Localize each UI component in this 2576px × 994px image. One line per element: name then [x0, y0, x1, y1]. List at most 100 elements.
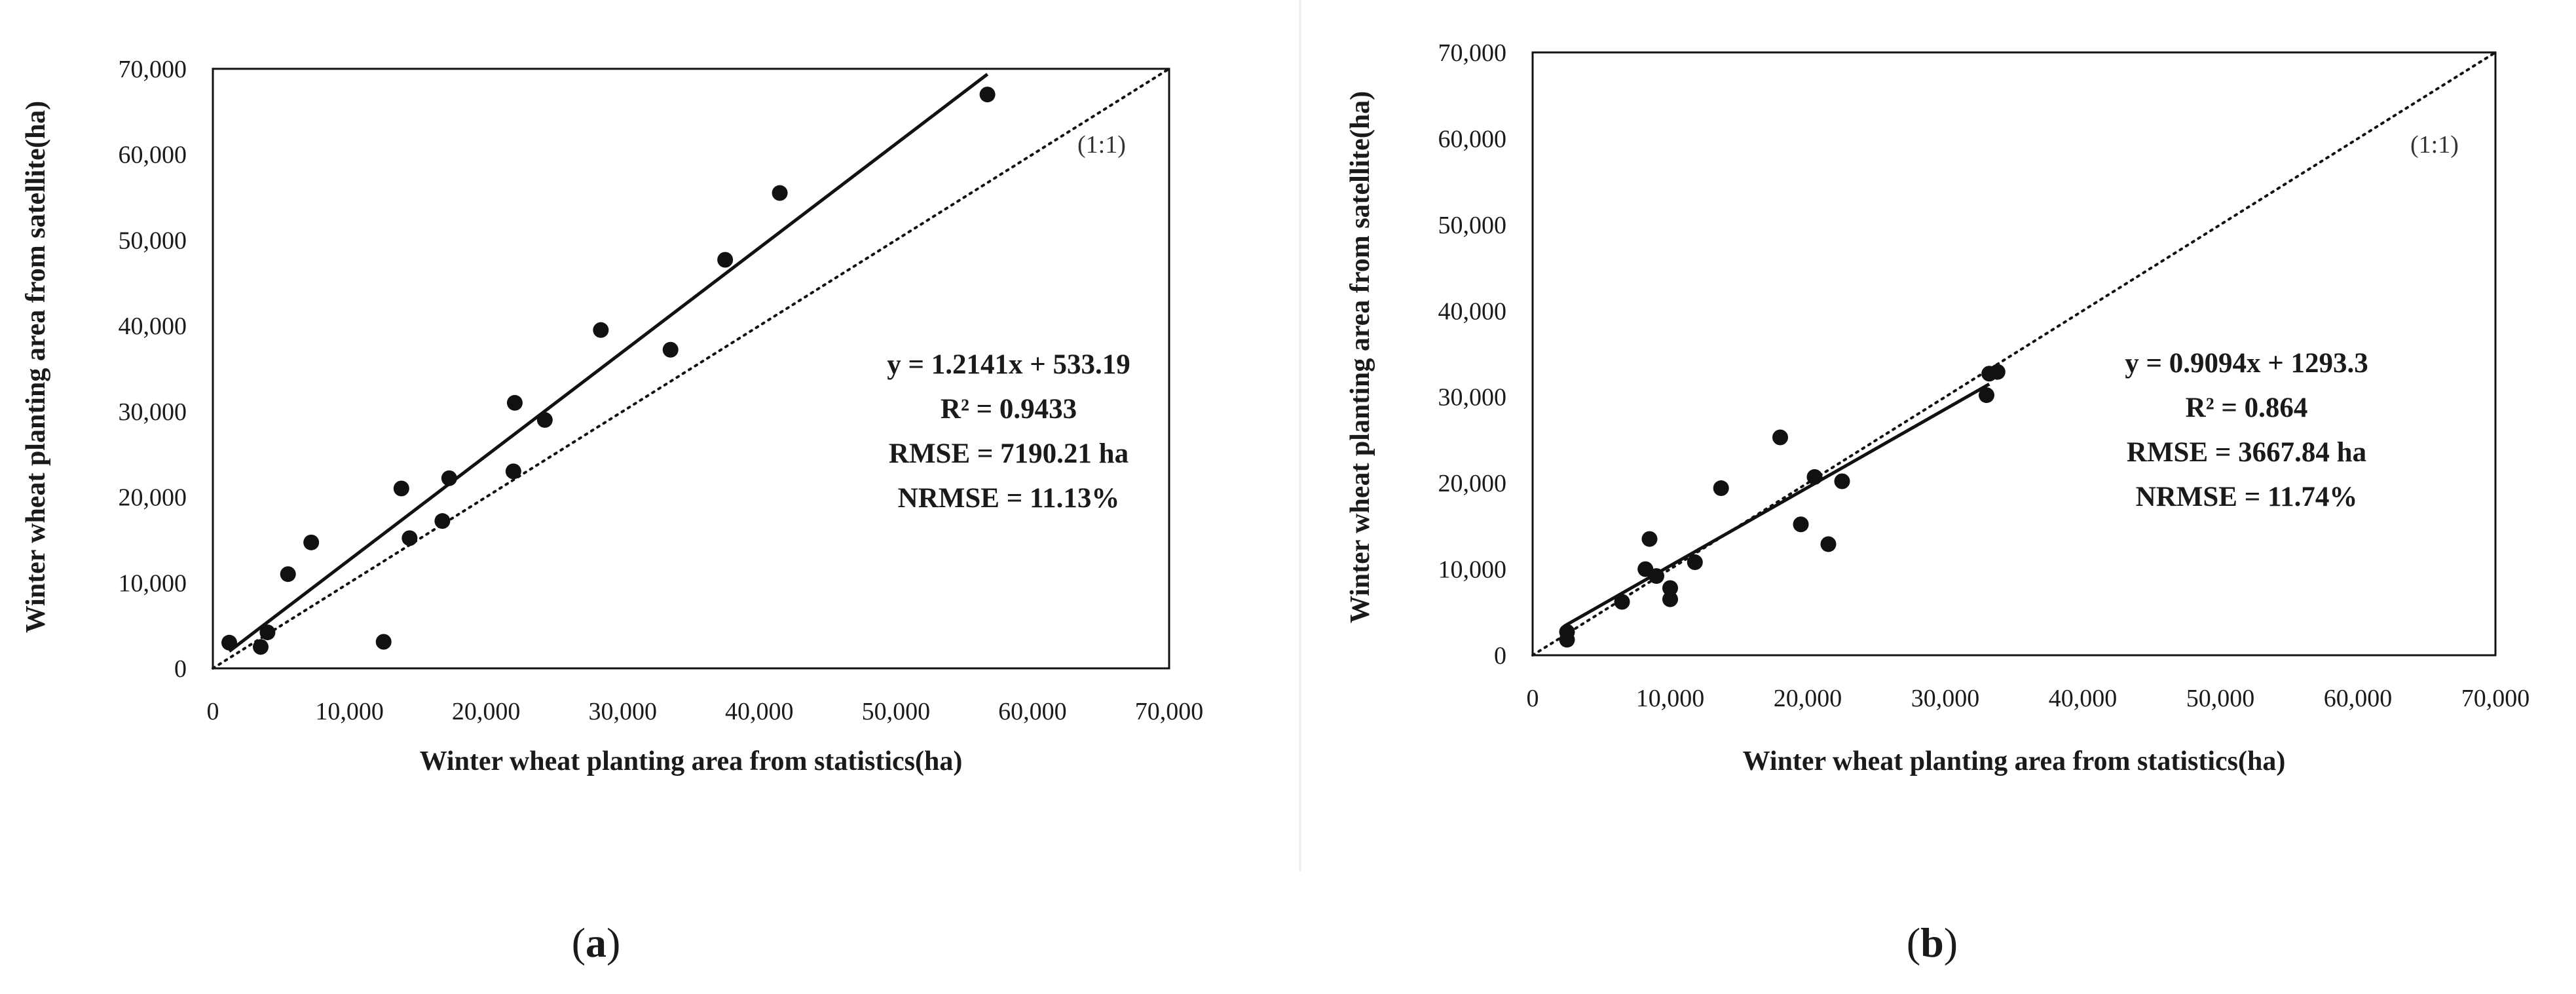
data-point [303, 534, 320, 550]
data-point [772, 185, 788, 201]
nrmse-text: NRMSE = 11.74% [2136, 482, 2358, 512]
y-axis-title: Winter wheat planting area from satellit… [21, 101, 51, 633]
y-axis-title: Winter wheat planting area from satellit… [1345, 91, 1375, 623]
caption-open: ( [1907, 919, 1920, 966]
fit-line [228, 73, 989, 653]
x-tick-label: 30,000 [1911, 685, 1980, 712]
panel-a: 0 10,000 20,000 30,000 40,000 50,000 60,000 70,… [21, 56, 1203, 966]
x-tick-label: 30,000 [588, 698, 657, 725]
x-tick-labels: 0 10,000 20,000 30,000 40,000 50,000 60,000 70,… [1527, 685, 2530, 712]
data-point [1820, 536, 1837, 552]
panel-b: 0 10,000 20,000 30,000 40,000 50,000 60,000 70,… [1345, 39, 2529, 966]
data-point [253, 639, 269, 655]
y-tick-label: 0 [1494, 642, 1506, 670]
y-tick-label: 40,000 [1438, 297, 1507, 325]
regression-line [1563, 383, 1990, 628]
data-point [1662, 580, 1678, 596]
data-point [662, 341, 679, 358]
x-tick-label: 10,000 [315, 698, 384, 725]
y-tick-labels: 0 10,000 20,000 30,000 40,000 50,000 60,000 70,… [119, 56, 187, 683]
x-tick-label: 70,000 [1135, 698, 1204, 725]
fit-line [1563, 383, 1990, 628]
data-point [1687, 554, 1703, 571]
data-point [393, 480, 409, 497]
data-point [401, 530, 418, 546]
x-tick-label: 10,000 [1636, 685, 1705, 712]
x-tick-label: 40,000 [725, 698, 794, 725]
panel-caption: (a) [572, 919, 621, 966]
x-tick-label: 20,000 [452, 698, 521, 725]
y-tick-label: 0 [174, 655, 187, 683]
data-point [221, 634, 238, 651]
data-point [593, 322, 609, 338]
data-point [979, 86, 996, 103]
data-point [1989, 364, 2006, 380]
data-point [434, 513, 451, 529]
rmse-text: RMSE = 3667.84 ha [2127, 437, 2366, 468]
regression-line [228, 73, 989, 653]
y-tick-label: 60,000 [1438, 125, 1507, 153]
data-point [505, 463, 521, 480]
data-point [1793, 516, 1809, 533]
y-tick-label: 70,000 [1438, 39, 1507, 67]
x-tick-label: 0 [207, 698, 219, 725]
caption-open: ( [572, 919, 586, 966]
x-tick-label: 20,000 [1774, 685, 1842, 712]
reference-line-label: (1:1) [2410, 131, 2459, 159]
y-tick-label: 60,000 [119, 142, 187, 169]
equation-text: y = 0.9094x + 1293.3 [2125, 348, 2368, 379]
x-tick-label: 70,000 [2461, 685, 2530, 712]
caption-close: ) [607, 919, 620, 966]
y-tick-label: 30,000 [1438, 384, 1507, 411]
data-point [1662, 591, 1678, 607]
data-point [1979, 387, 1994, 404]
data-point [1713, 480, 1729, 497]
data-point [1614, 594, 1630, 610]
y-tick-label: 70,000 [119, 56, 187, 83]
x-tick-labels: 0 10,000 20,000 30,000 40,000 50,000 60,000 70,… [207, 698, 1204, 725]
data-point [717, 252, 734, 268]
data-points [221, 86, 996, 655]
plot-area [212, 67, 1170, 670]
rmse-text: RMSE = 7190.21 ha [889, 438, 1129, 469]
r-squared-text: R² = 0.9433 [941, 394, 1077, 425]
x-tick-label: 50,000 [862, 698, 931, 725]
y-tick-label: 10,000 [119, 569, 187, 597]
data-point [1641, 531, 1658, 547]
panel-caption: (b) [1907, 919, 1958, 966]
x-tick-label: 60,000 [998, 698, 1067, 725]
caption-letter: b [1920, 919, 1944, 966]
caption-letter: a [586, 919, 607, 966]
x-tick-label: 50,000 [2186, 685, 2255, 712]
data-points [1559, 364, 2006, 648]
reference-line-label: (1:1) [1077, 131, 1126, 159]
y-tick-label: 20,000 [1438, 470, 1507, 497]
y-tick-label: 30,000 [119, 398, 187, 426]
x-tick-label: 40,000 [2049, 685, 2118, 712]
caption-close: ) [1944, 919, 1958, 966]
data-point [1806, 468, 1823, 485]
data-point [1772, 429, 1788, 446]
one-to-one-line [212, 67, 1170, 670]
y-tick-label: 40,000 [119, 313, 187, 340]
equation-text: y = 1.2141x + 533.19 [887, 349, 1130, 380]
data-point [1559, 624, 1575, 640]
regression-annotation: y = 1.2141x + 533.19 R² = 0.9433 RMSE = … [887, 349, 1130, 514]
y-tick-label: 50,000 [119, 227, 187, 254]
data-point [536, 411, 553, 428]
x-axis-title: Winter wheat planting area from statisti… [1743, 746, 2286, 776]
y-tick-labels: 0 10,000 20,000 30,000 40,000 50,000 60,000 70,… [1438, 39, 1507, 670]
y-tick-label: 10,000 [1438, 556, 1507, 584]
nrmse-text: NRMSE = 11.13% [898, 483, 1120, 514]
y-tick-label: 20,000 [119, 484, 187, 512]
x-axis-title: Winter wheat planting area from statisti… [420, 746, 963, 776]
data-point [259, 624, 276, 641]
x-tick-label: 0 [1527, 685, 1539, 712]
data-point [1834, 473, 1850, 489]
plot-area [1531, 51, 2497, 657]
regression-annotation: y = 0.9094x + 1293.3 R² = 0.864 RMSE = 3… [2125, 348, 2368, 512]
r-squared-text: R² = 0.864 [2186, 392, 2308, 423]
data-point [375, 634, 392, 650]
data-point [441, 470, 457, 486]
